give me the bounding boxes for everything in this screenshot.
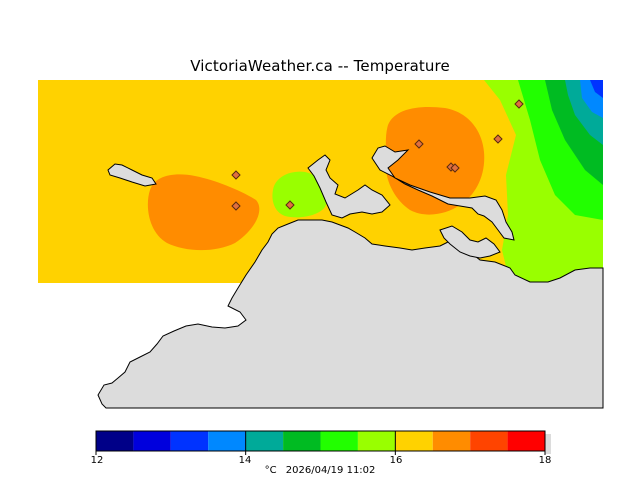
contour-16-lightgreen-west <box>272 171 327 218</box>
legend-tick-14: 14 <box>238 455 252 466</box>
legend-swatch <box>283 431 321 451</box>
legend-swatch <box>470 431 508 451</box>
peninsula-esquimalt <box>307 154 391 219</box>
contour-16-5-orange-east <box>385 106 485 215</box>
legend-swatch <box>395 431 433 451</box>
island-west <box>107 163 157 187</box>
station-victoria-west[interactable] <box>414 139 424 149</box>
station-saanich-north[interactable] <box>514 99 524 109</box>
station-oak-bay[interactable] <box>493 134 503 144</box>
legend-swatch <box>170 431 209 451</box>
station-victoria-central-2[interactable] <box>450 163 460 173</box>
legend-unit: °C <box>264 465 277 476</box>
legend-timestamp: 2026/04/19 11:02 <box>285 465 376 476</box>
contour-13-blue-east <box>590 80 603 98</box>
legend-swatch <box>432 431 471 451</box>
legend-swatch <box>96 431 134 451</box>
legend-swatch <box>320 431 358 451</box>
inlet-gorge <box>439 225 501 259</box>
legend-swatch <box>357 431 396 451</box>
legend-tick-12: 12 <box>90 455 104 466</box>
legend-footer: °C 2026/04/19 11:02 <box>0 465 640 476</box>
legend-tick-18: 18 <box>538 455 552 466</box>
legend-colorbar <box>95 430 551 455</box>
station-sooke-east[interactable] <box>231 201 241 211</box>
stations-layer <box>231 99 524 211</box>
legend-shadow <box>545 434 551 454</box>
station-metchosin[interactable] <box>285 200 295 210</box>
station-sooke[interactable] <box>231 170 241 180</box>
legend-tick-16: 16 <box>389 455 403 466</box>
legend-swatch <box>133 431 171 451</box>
legend-swatch <box>245 431 284 451</box>
legend-swatch <box>208 431 246 451</box>
contour-16-5-orange-west <box>147 174 260 251</box>
legend-swatch <box>507 431 545 451</box>
map-title: VictoriaWeather.ca -- Temperature <box>190 57 450 75</box>
inlet-saanich <box>371 145 515 241</box>
